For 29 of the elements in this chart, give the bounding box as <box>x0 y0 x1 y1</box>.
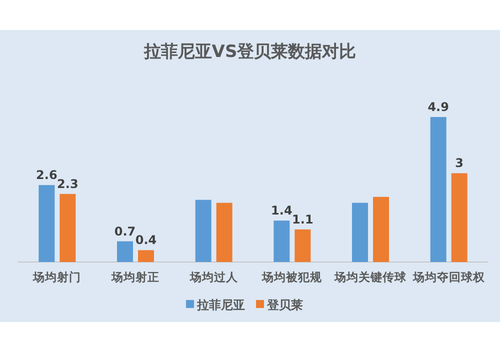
x-tick-label: 场均关键传球 <box>334 270 408 284</box>
data-label: 0.4 <box>135 233 157 248</box>
bar <box>138 250 154 262</box>
data-label: 1.4 <box>271 204 292 218</box>
bar <box>117 241 133 262</box>
x-tick-label: 场均射正 <box>110 270 160 284</box>
bar <box>38 185 55 262</box>
x-tick-label: 场均过人 <box>188 270 239 284</box>
bar <box>216 202 232 262</box>
data-label: 4.9 <box>428 100 449 114</box>
x-tick-label: 场均射门 <box>32 270 82 284</box>
legend-label: 登贝莱 <box>266 298 303 312</box>
chart-title: 拉菲尼亚VS登贝莱数据对比 <box>142 42 356 62</box>
bar <box>430 117 446 262</box>
bar <box>274 220 290 262</box>
data-label: 0.7 <box>114 224 136 238</box>
data-label: 2.3 <box>57 176 78 191</box>
data-label: 2.6 <box>36 168 58 182</box>
bar <box>195 200 212 262</box>
x-tick-label: 场均夺回球权 <box>412 270 486 284</box>
data-label: 1.1 <box>292 212 314 226</box>
bar <box>451 173 468 262</box>
data-label: 3 <box>455 156 464 170</box>
bar <box>373 196 389 262</box>
bar <box>294 229 311 262</box>
bar <box>60 194 76 262</box>
x-tick-label: 场均被犯规 <box>261 270 324 284</box>
legend-label: 拉菲尼亚 <box>196 298 245 312</box>
bar <box>352 202 368 262</box>
